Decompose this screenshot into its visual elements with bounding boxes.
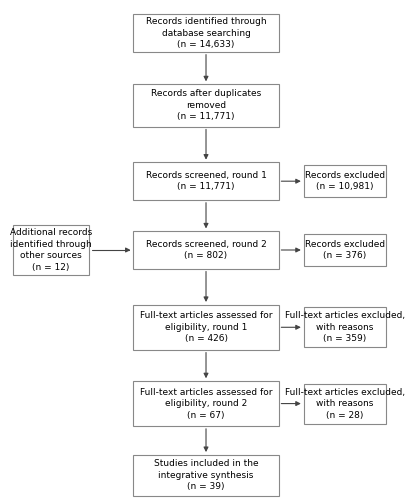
FancyBboxPatch shape xyxy=(133,14,278,52)
FancyBboxPatch shape xyxy=(304,234,386,266)
Text: Records excluded
(n = 376): Records excluded (n = 376) xyxy=(305,240,385,260)
Text: Additional records
identified through
other sources
(n = 12): Additional records identified through ot… xyxy=(10,228,92,272)
Text: Full-text articles assessed for
eligibility, round 2
(n = 67): Full-text articles assessed for eligibil… xyxy=(140,388,272,420)
FancyBboxPatch shape xyxy=(304,165,386,198)
Text: Full-text articles excluded,
with reasons
(n = 28): Full-text articles excluded, with reason… xyxy=(285,388,405,420)
FancyBboxPatch shape xyxy=(133,84,278,126)
FancyBboxPatch shape xyxy=(133,381,278,426)
FancyBboxPatch shape xyxy=(133,162,278,200)
Text: Records screened, round 2
(n = 802): Records screened, round 2 (n = 802) xyxy=(145,240,266,260)
Text: Records excluded
(n = 10,981): Records excluded (n = 10,981) xyxy=(305,171,385,192)
Text: Records after duplicates
removed
(n = 11,771): Records after duplicates removed (n = 11… xyxy=(151,90,261,122)
FancyBboxPatch shape xyxy=(13,225,89,275)
FancyBboxPatch shape xyxy=(133,232,278,268)
FancyBboxPatch shape xyxy=(133,455,278,496)
FancyBboxPatch shape xyxy=(304,384,386,424)
FancyBboxPatch shape xyxy=(304,308,386,347)
Text: Full-text articles excluded,
with reasons
(n = 359): Full-text articles excluded, with reason… xyxy=(285,312,405,343)
Text: Studies included in the
integrative synthesis
(n = 39): Studies included in the integrative synt… xyxy=(154,460,258,492)
Text: Records screened, round 1
(n = 11,771): Records screened, round 1 (n = 11,771) xyxy=(145,171,266,192)
FancyBboxPatch shape xyxy=(133,305,278,350)
Text: Records identified through
database searching
(n = 14,633): Records identified through database sear… xyxy=(146,17,266,49)
Text: Full-text articles assessed for
eligibility, round 1
(n = 426): Full-text articles assessed for eligibil… xyxy=(140,312,272,343)
